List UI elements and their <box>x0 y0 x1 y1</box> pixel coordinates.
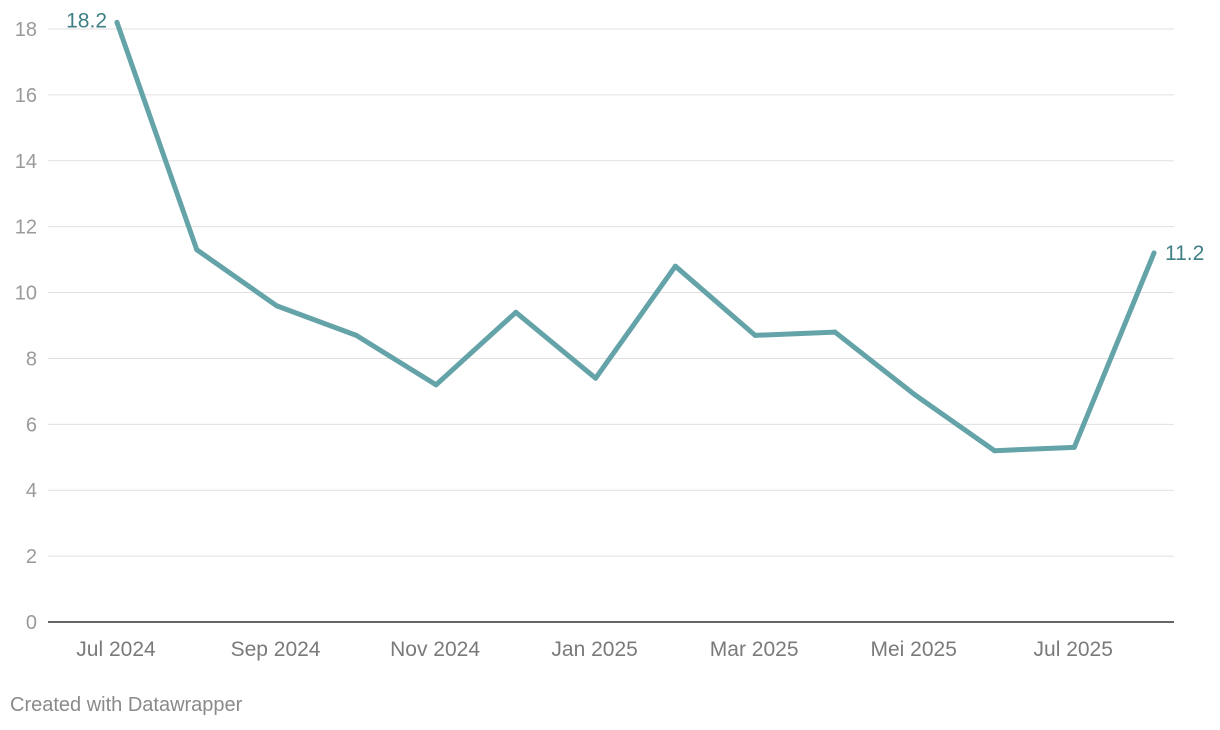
chart-canvas: 0 2 4 6 8 10 12 14 16 18 Jul 2024 Sep 2024 Nov 2024… <box>15 9 1205 661</box>
x-tick-label-8: Mar 2025 <box>710 638 799 661</box>
series-line-value <box>114 19 1157 454</box>
y-tick-label-8: 8 <box>26 348 37 370</box>
y-tick-label-12: 12 <box>15 217 37 239</box>
y-tick-label-6: 6 <box>26 414 37 436</box>
y-tick-label-18: 18 <box>15 19 37 41</box>
x-tick-label-6: Jan 2025 <box>551 638 637 661</box>
data-point-0 <box>114 19 120 25</box>
y-tick-label-0: 0 <box>26 612 37 634</box>
y-tick-label-16: 16 <box>15 85 37 107</box>
y-tick-label-10: 10 <box>15 283 37 305</box>
y-tick-label-14: 14 <box>15 151 37 173</box>
data-point-10 <box>912 392 918 398</box>
data-point-1 <box>194 247 200 253</box>
data-point-7 <box>672 263 678 269</box>
data-point-6 <box>593 375 599 381</box>
data-label-13: 11.2 <box>1165 242 1204 265</box>
data-point-9 <box>832 329 838 335</box>
data-point-5 <box>513 309 519 315</box>
x-tick-label-2: Sep 2024 <box>231 638 321 661</box>
data-point-8 <box>752 332 758 338</box>
x-tick-label-10: Mei 2025 <box>870 638 956 661</box>
y-axis-ticks: 0 2 4 6 8 10 12 14 16 18 <box>15 19 37 634</box>
data-point-11 <box>991 448 997 454</box>
x-tick-label-12: Jul 2025 <box>1034 638 1113 661</box>
data-point-12 <box>1071 444 1077 450</box>
data-point-2 <box>274 303 280 309</box>
gridlines <box>48 28 1174 623</box>
series-layer <box>114 19 1157 454</box>
data-point-4 <box>433 382 439 388</box>
data-point-13 <box>1151 250 1157 256</box>
x-tick-label-4: Nov 2024 <box>390 638 480 661</box>
footer-credit: Created with Datawrapper <box>10 694 243 716</box>
y-tick-label-2: 2 <box>26 546 37 568</box>
y-tick-label-4: 4 <box>26 480 37 502</box>
x-tick-label-0: Jul 2024 <box>76 638 156 661</box>
data-point-3 <box>353 332 359 338</box>
data-label-0: 18.2 <box>66 9 107 32</box>
data-labels: 18.2 11.2 <box>66 9 1204 265</box>
x-axis-ticks: Jul 2024 Sep 2024 Nov 2024 Jan 2025 Mar 2025… <box>76 638 1113 661</box>
